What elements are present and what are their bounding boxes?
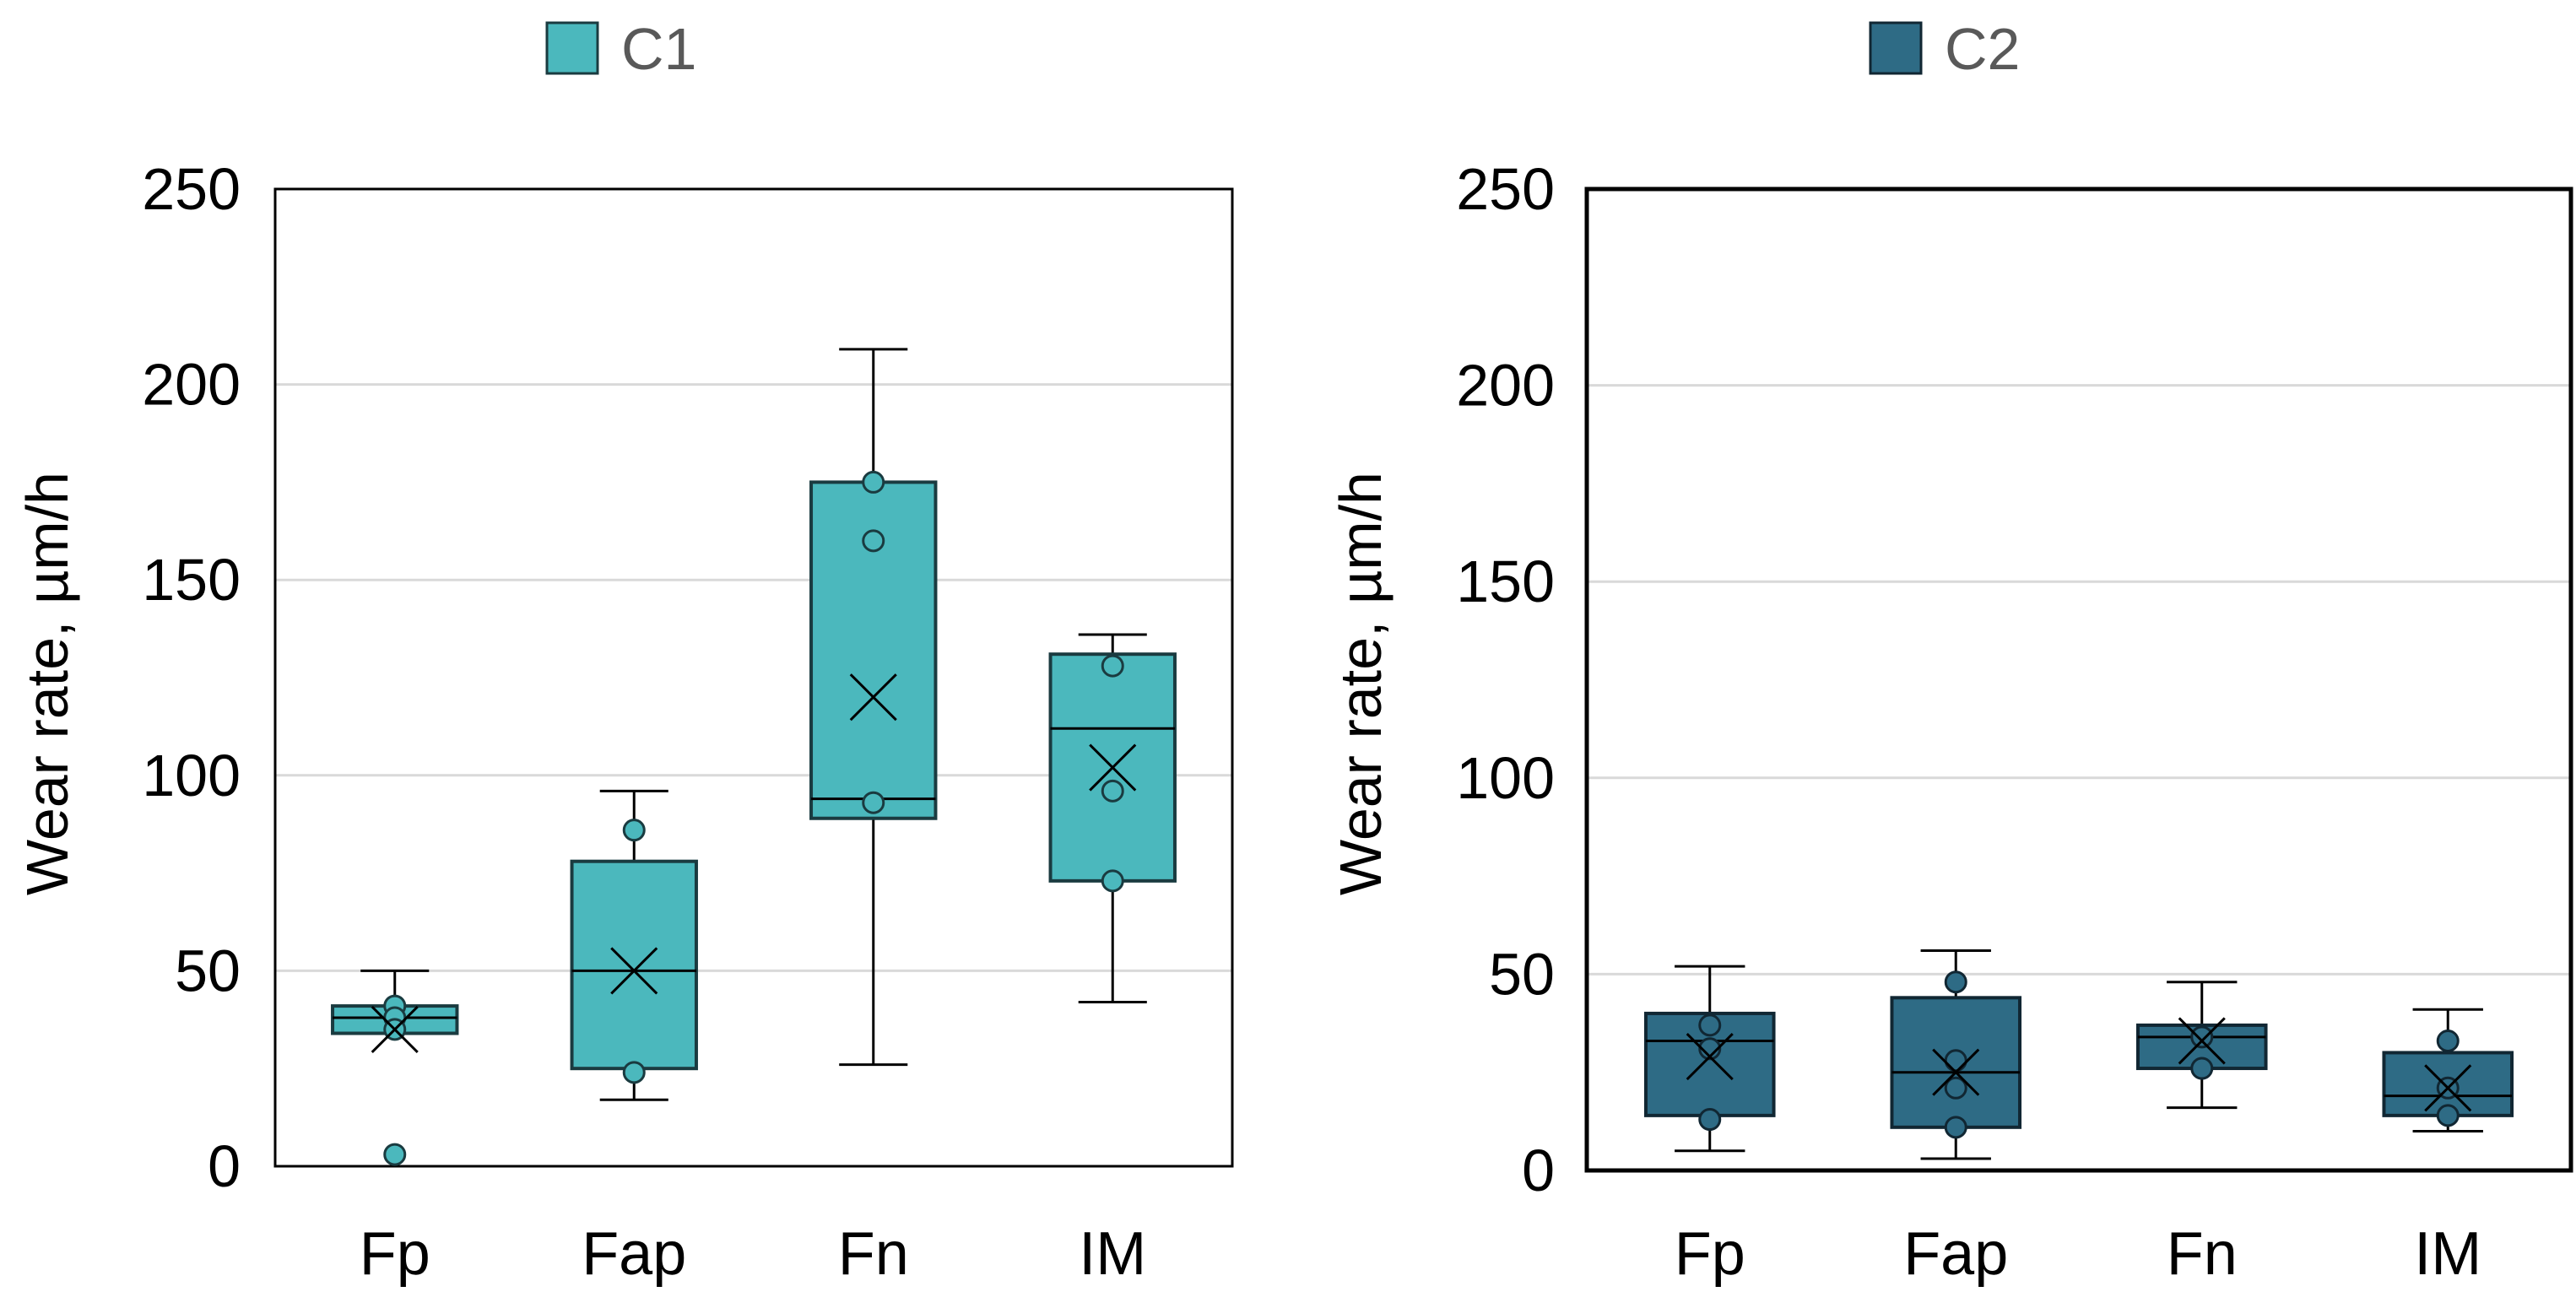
mean-marker (1686, 1033, 1734, 1081)
x-tick-label-c2: Fap (1903, 1220, 2008, 1288)
mean-marker (2424, 1064, 2472, 1112)
data-point (1101, 869, 1124, 893)
box-c2-fp (1643, 965, 1776, 1153)
box-c2-im (2382, 1008, 2514, 1132)
boxes-c2 (1643, 949, 2514, 1160)
mean-marker (849, 673, 897, 722)
data-point (1101, 779, 1124, 803)
x-tick-label-c2: Fp (1675, 1220, 1745, 1288)
y-tick-label-c1: 0 (208, 1133, 241, 1199)
data-point (1698, 1108, 1722, 1132)
x-tick-label-c1: Fap (582, 1220, 686, 1288)
x-tick-label-c2: Fn (2167, 1220, 2238, 1288)
y-tick-label-c1: 50 (175, 938, 241, 1003)
box-c2-fap (1890, 949, 2022, 1160)
x-ticks-c2: Fp Fap Fn IM (1675, 1220, 2482, 1288)
data-point (1944, 1116, 1967, 1139)
x-tick-label-c1: IM (1079, 1220, 1146, 1288)
mean-marker (1089, 743, 1137, 792)
legend-swatch-c1 (545, 21, 599, 75)
legend-c2: C2 (1869, 16, 2020, 82)
y-tick-label-c2: 0 (1522, 1138, 1555, 1203)
y-tick-label-c1: 250 (142, 156, 241, 222)
mean-marker (2178, 1017, 2226, 1065)
gridlines-c2 (1587, 384, 2571, 976)
data-point (1101, 654, 1124, 678)
data-point (2436, 1104, 2460, 1127)
mean-marker (1932, 1048, 1980, 1096)
x-tick-label-c1: Fp (360, 1220, 430, 1288)
box-iqr (570, 859, 698, 1071)
boxes-c1 (331, 348, 1177, 1166)
mean-marker (371, 1005, 419, 1053)
data-point (862, 529, 885, 553)
legend-label-c1: C1 (621, 16, 696, 82)
data-point (1944, 1049, 1967, 1073)
y-tick-label-c2: 100 (1456, 745, 1555, 811)
plot-frame-c1 (273, 187, 1234, 1168)
plot-frame-c2 (1584, 186, 2573, 1173)
box-c2-fn (2135, 981, 2268, 1110)
legend-swatch-c2 (1869, 21, 1923, 75)
box-c1-fn (809, 348, 938, 1067)
mean-marker (610, 947, 658, 995)
y-tick-label-c2: 250 (1456, 156, 1555, 222)
data-point (1698, 1013, 1722, 1037)
x-ticks-c1: Fp Fap Fn IM (360, 1220, 1147, 1288)
y-tick-label-c2: 150 (1456, 549, 1555, 614)
data-point (1944, 970, 1967, 994)
data-point (622, 819, 646, 842)
data-point (2436, 1029, 2460, 1052)
y-tick-label-c1: 200 (142, 352, 241, 418)
y-tick-label-c2: 50 (1489, 941, 1555, 1007)
y-tick-label-c1: 150 (142, 547, 241, 613)
data-point (2190, 1025, 2214, 1049)
chart-c2: C2 Wear rate, µm/h 0 50 100 150 200 250 Fp Fap… (1328, 16, 2573, 1288)
data-point (622, 1061, 646, 1084)
y-tick-label-c2: 200 (1456, 353, 1555, 419)
data-point (862, 470, 885, 494)
x-tick-label-c1: Fn (838, 1220, 909, 1288)
legend-label-c2: C2 (1945, 16, 2020, 82)
data-point (1698, 1037, 1722, 1061)
y-tick-label-c1: 100 (142, 743, 241, 808)
data-point (383, 1143, 407, 1166)
y-ticks-c2: 0 50 100 150 200 250 (1456, 156, 1555, 1203)
box-c1-fp (331, 969, 459, 1166)
y-ticks-c1: 0 50 100 150 200 250 (142, 156, 241, 1199)
data-point (1944, 1076, 1967, 1100)
chart-c1: C1 Wear rate, µm/h 0 50 100 150 200 250 Fp Fap… (14, 16, 1234, 1288)
box-c1-im (1048, 633, 1177, 1003)
y-axis-title-c1: Wear rate, µm/h (14, 472, 80, 895)
data-point (862, 791, 885, 814)
legend-c1: C1 (545, 16, 696, 82)
data-point (2190, 1057, 2214, 1080)
y-axis-title-c2: Wear rate, µm/h (1328, 472, 1394, 895)
x-tick-label-c2: IM (2414, 1220, 2481, 1288)
box-c1-fap (570, 789, 698, 1101)
